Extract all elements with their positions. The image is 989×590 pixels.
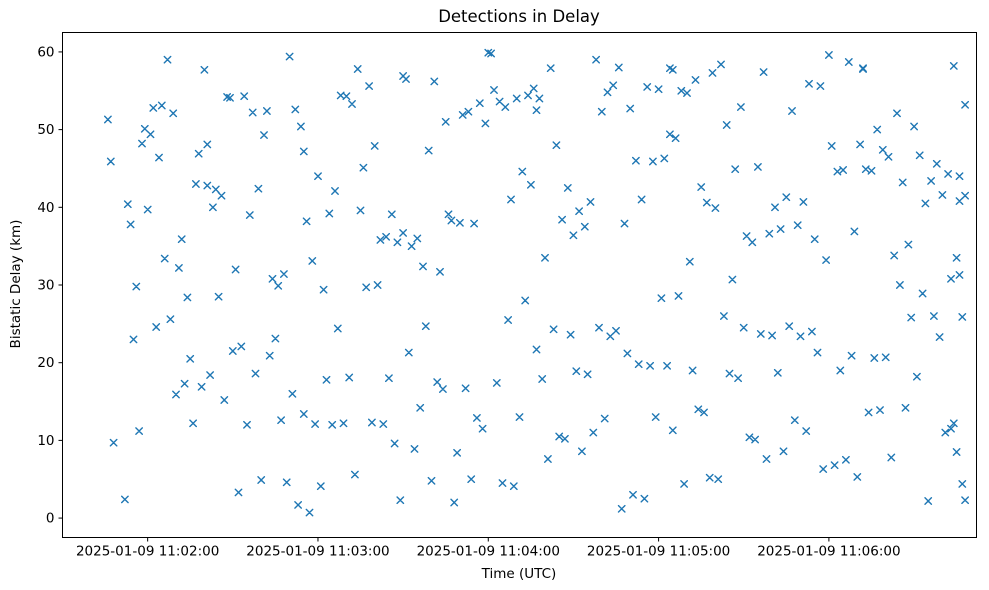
y-tick-label: 40 xyxy=(37,200,54,216)
x-tick-label: 2025-01-09 11:06:00 xyxy=(757,544,900,560)
x-tick-label: 2025-01-09 11:03:00 xyxy=(246,544,389,560)
y-tick-label: 50 xyxy=(37,122,54,138)
x-tick-label: 2025-01-09 11:05:00 xyxy=(587,544,730,560)
x-axis-label: Time (UTC) xyxy=(481,566,557,582)
scatter-points xyxy=(104,48,969,517)
y-tick-label: 30 xyxy=(37,278,54,294)
y-tick-label: 0 xyxy=(46,511,55,527)
x-tick-label: 2025-01-09 11:02:00 xyxy=(76,544,219,560)
y-tick-label: 10 xyxy=(37,433,54,449)
x-tick-label: 2025-01-09 11:04:00 xyxy=(417,544,560,560)
plot-frame xyxy=(62,32,977,538)
y-tick-label: 20 xyxy=(37,355,54,371)
y-axis-label: Bistatic Delay (km) xyxy=(8,219,24,349)
y-tick-label: 60 xyxy=(37,44,54,60)
chart-title: Detections in Delay xyxy=(438,7,600,26)
